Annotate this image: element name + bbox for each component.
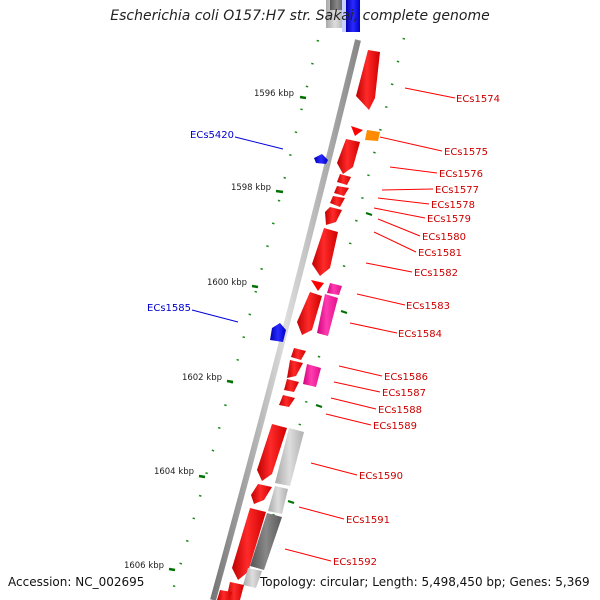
- gene-label: ECs1576: [439, 169, 483, 180]
- gene-label: ECs1588: [378, 405, 422, 416]
- gene-ecs1579: [330, 196, 345, 207]
- gene-ecs1585: [270, 323, 286, 342]
- gene-ecs1587: [287, 360, 303, 378]
- gene-ecs1589: [279, 395, 295, 407]
- gene-ecs1587-mag: [303, 364, 321, 387]
- gene-ecs1575-orange: [365, 130, 380, 141]
- gene-label: ECs1586: [384, 372, 428, 383]
- gene-label: ECs1585: [147, 303, 191, 314]
- gene-ecs1583: [327, 283, 342, 295]
- tick-label: 1606 kbp: [124, 561, 164, 571]
- gene-label: ECs1574: [456, 94, 500, 105]
- gene-ecs1586: [291, 348, 306, 360]
- gene-ecs1592-dark: [250, 513, 282, 570]
- gene-label: ECs1578: [431, 200, 475, 211]
- gene-ecs1578: [334, 186, 349, 196]
- gene-label: ECs1580: [422, 232, 466, 243]
- top-dark-feature: [330, 0, 344, 10]
- gene-label: ECs1581: [418, 248, 462, 259]
- gene-label: ECs1592: [333, 557, 377, 568]
- gene-ecs1590-gray: [275, 428, 304, 486]
- right-leader-lines: [284, 87, 456, 562]
- gene-ecs1592: [232, 508, 266, 580]
- right-gene-labels: ECs1574 ECs1575 ECs1576 ECs1577 ECs1578 …: [333, 94, 500, 568]
- gene-ecs1582: [311, 280, 324, 291]
- left-gene-labels: ECs5420 ECs1585: [147, 130, 234, 314]
- tick-label: 1596 kbp: [254, 89, 294, 99]
- gene-bottom-red-b: [217, 590, 232, 600]
- genome-title: Escherichia coli O157:H7 str. Sakai, com…: [110, 8, 490, 24]
- top-lightblue-feature: [342, 0, 346, 32]
- gene-ecs1577: [337, 174, 351, 185]
- gene-ecs5420: [314, 154, 328, 164]
- gene-ecs1584-red: [297, 292, 322, 335]
- inner-dotted-track: [168, 39, 320, 600]
- gene-label: ECs1575: [444, 147, 488, 158]
- top-blue-feature: [346, 0, 360, 32]
- gene-label: ECs1584: [398, 329, 442, 340]
- gene-ecs1580: [325, 207, 342, 225]
- kbp-tick-labels: 1596 kbp 1598 kbp 1600 kbp 1602 kbp 1604…: [124, 89, 294, 571]
- gene-label: ECs1589: [373, 421, 417, 432]
- tick-label: 1602 kbp: [182, 373, 222, 383]
- gene-ecs1590: [257, 424, 287, 481]
- gene-ecs1588: [284, 379, 299, 392]
- gene-ecs1581: [312, 228, 338, 276]
- tick-label: 1604 kbp: [154, 467, 194, 477]
- gene-label: ECs1591: [346, 515, 390, 526]
- accession-label: Accession: NC_002695: [8, 575, 145, 589]
- gene-bottom-gray: [243, 568, 262, 588]
- topology-label: Topology: circular; Length: 5,498,450 bp…: [260, 575, 590, 589]
- gene-label: ECs1587: [382, 388, 426, 399]
- gene-ecs1575: [351, 126, 363, 136]
- gene-ecs1574: [356, 50, 380, 110]
- gene-label: ECs5420: [190, 130, 234, 141]
- gene-ecs1591: [251, 484, 272, 504]
- tick-label: 1600 kbp: [207, 278, 247, 288]
- gene-ecs1591-gray: [268, 486, 288, 514]
- genome-backbone: [210, 39, 361, 600]
- gene-arrows: [217, 50, 380, 600]
- minor-ticks: [287, 212, 373, 504]
- left-leader-lines: [191, 136, 284, 323]
- gene-label: ECs1582: [414, 268, 458, 279]
- gene-label: ECs1583: [406, 301, 450, 312]
- kbp-ticks: [168, 95, 307, 572]
- gene-label: ECs1579: [427, 214, 471, 225]
- gene-label: ECs1577: [435, 185, 479, 196]
- tick-label: 1598 kbp: [231, 183, 271, 193]
- gene-label: ECs1590: [359, 471, 403, 482]
- gene-ecs1576: [337, 139, 360, 174]
- gene-ecs1584: [317, 294, 338, 336]
